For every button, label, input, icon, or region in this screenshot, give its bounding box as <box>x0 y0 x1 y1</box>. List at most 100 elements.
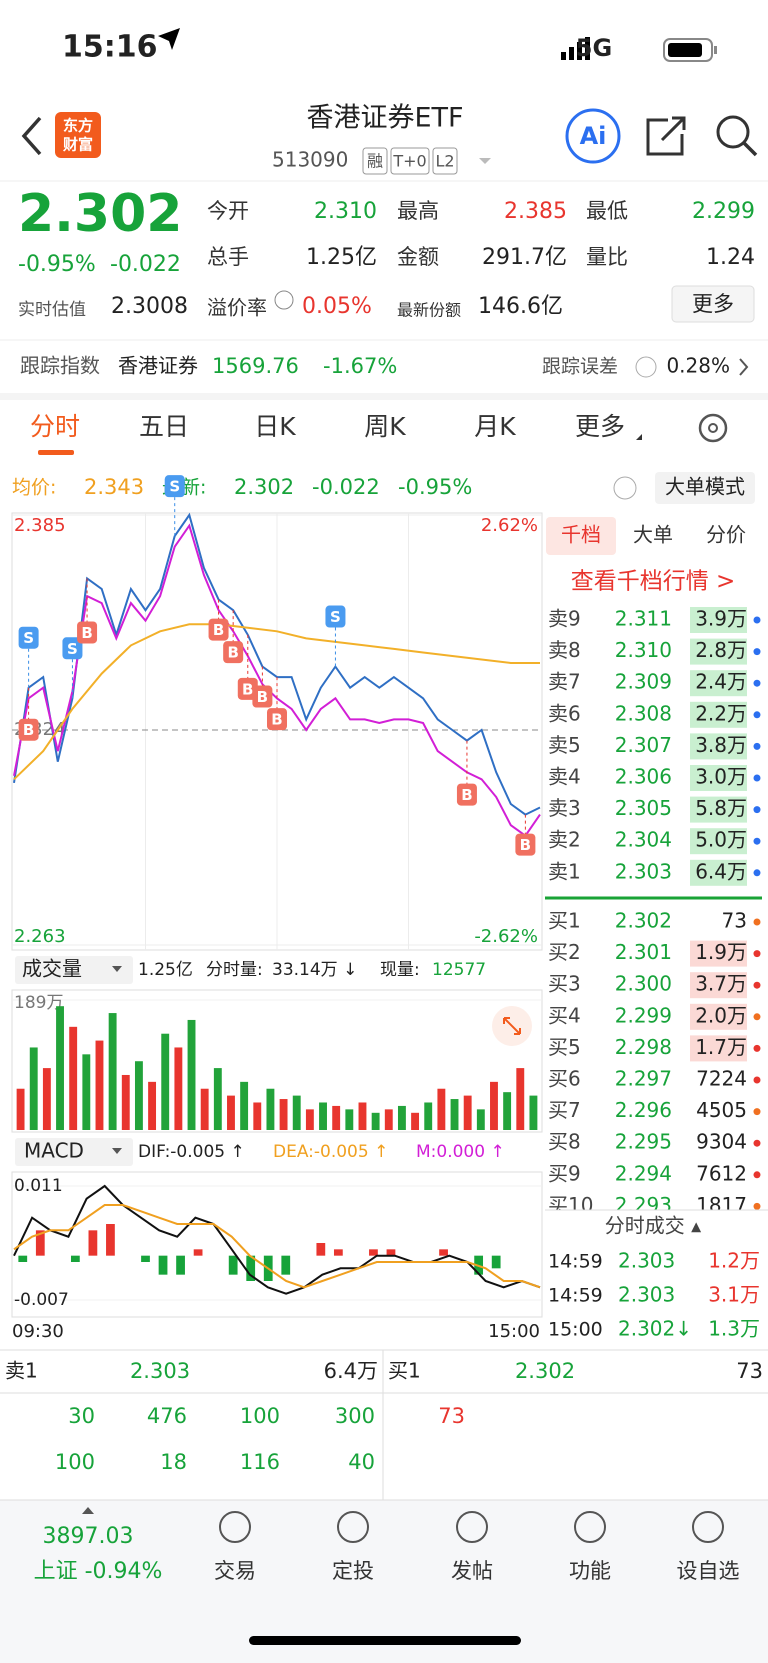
book-price: 2.295 <box>615 1130 672 1154</box>
field-label: 今开 <box>207 199 249 223</box>
tab[interactable]: 月K <box>474 412 516 441</box>
tab[interactable]: 周K <box>364 412 406 441</box>
time-label: 09:30 <box>12 1321 64 1342</box>
trade-volume: 1.3万 <box>708 1317 760 1341</box>
volume-selector[interactable] <box>15 956 133 984</box>
macd-m: M:0.000 ↑ <box>416 1142 505 1162</box>
side-tab[interactable]: 大单 <box>633 523 673 547</box>
status-icons <box>158 28 717 62</box>
book-label: 卖6 <box>548 701 581 725</box>
field-value: 2.310 <box>314 199 377 224</box>
book-dot <box>753 1108 761 1116</box>
volume-bar <box>476 1109 485 1130</box>
volume-bar <box>292 1095 301 1130</box>
book-dot <box>753 616 761 624</box>
more-button-label[interactable]: 更多 <box>692 292 734 316</box>
change: -0.022 <box>110 252 181 277</box>
tab[interactable]: 更多 <box>575 412 625 441</box>
macd-selector-label[interactable]: MACD <box>24 1139 84 1163</box>
more-button[interactable] <box>671 285 755 323</box>
tag: L2 <box>435 152 454 171</box>
tab-item[interactable]: 设自选 <box>677 1559 740 1583</box>
tab-item[interactable]: 功能 <box>569 1559 611 1583</box>
signal-label: B <box>461 786 472 804</box>
volume-bar <box>397 1105 406 1130</box>
volume-bar <box>95 1040 104 1130</box>
index-name[interactable]: 上证 -0.94% <box>34 1559 163 1584</box>
tag-box <box>362 147 388 175</box>
book-price: 2.300 <box>615 972 672 996</box>
signal-label: S <box>330 608 341 626</box>
field-label: 金额 <box>397 245 439 269</box>
side-tab[interactable]: 千档 <box>561 523 601 547</box>
book-volume-bg <box>690 1003 747 1030</box>
macd-bar <box>88 1230 98 1256</box>
settings-icon[interactable] <box>698 413 728 443</box>
signal-label: B <box>227 644 238 662</box>
tab[interactable]: 日K <box>254 412 296 441</box>
volume-bar <box>305 1109 314 1130</box>
tag: 融 <box>367 152 383 171</box>
book-price: 2.311 <box>615 607 672 631</box>
price-line <box>13 523 541 838</box>
macd-bar <box>386 1249 396 1256</box>
macd-bar <box>439 1249 448 1256</box>
signal-box <box>18 718 39 741</box>
volume-label: 现量: <box>380 960 420 980</box>
signal-box <box>515 833 536 856</box>
tag: T+0 <box>392 152 426 171</box>
tab-icon <box>456 1511 488 1543</box>
depth-link[interactable]: 查看千档行情 > <box>571 569 736 595</box>
macd-bar <box>35 1230 45 1256</box>
expand-arrows <box>503 1017 521 1035</box>
settings-icon-core <box>708 423 718 433</box>
macd-bar <box>18 1255 28 1262</box>
volume-bar <box>332 1105 341 1130</box>
volume-bar <box>187 1019 196 1130</box>
trades-cover <box>545 1210 768 1340</box>
side-tab[interactable]: 分价 <box>706 523 746 547</box>
order-size: 40 <box>348 1450 375 1474</box>
order-size: 100 <box>240 1404 280 1428</box>
book-volume: 2.0万 <box>695 1003 747 1027</box>
book-volume: 6.4万 <box>324 1359 378 1383</box>
book-volume: 3.8万 <box>695 733 747 757</box>
book-volume-bg <box>690 607 747 633</box>
chevron <box>739 358 749 376</box>
clock: 15:16 <box>62 30 158 65</box>
side-tab-active[interactable] <box>546 517 616 555</box>
book-label: 卖2 <box>548 828 581 852</box>
volume-bar <box>279 1099 288 1130</box>
tab-item[interactable]: 定投 <box>332 1559 374 1583</box>
volume-bar <box>319 1102 327 1130</box>
volume-bar <box>108 1013 117 1130</box>
field-label: 溢价率 <box>207 296 267 320</box>
book-label: 买7 <box>548 1098 581 1122</box>
ai-button[interactable]: Ai <box>580 122 607 150</box>
index-value[interactable]: 3897.03 <box>43 1524 134 1549</box>
tab-icon <box>574 1511 606 1543</box>
tab-item[interactable]: 发帖 <box>451 1559 493 1583</box>
book-volume-bg <box>690 765 747 791</box>
book-price: 2.302 <box>615 909 672 933</box>
mode-button-label[interactable]: 大单模式 <box>665 475 745 499</box>
volume-selector-label[interactable]: 成交量 <box>22 957 82 981</box>
trade-volume: 1.2万 <box>708 1249 760 1273</box>
book-volume-bg <box>690 733 747 760</box>
tab[interactable]: 分时 <box>30 412 80 441</box>
book-dot <box>753 679 761 687</box>
book-price: 2.298 <box>615 1035 672 1059</box>
book-price: 2.307 <box>615 733 672 757</box>
tab[interactable]: 五日 <box>139 412 189 441</box>
volume-bar <box>516 1068 525 1130</box>
book-label: 买4 <box>548 1003 581 1027</box>
book-price: 2.303 <box>130 1359 190 1383</box>
trade-price: 2.302↓ <box>618 1317 692 1341</box>
macd-selector[interactable] <box>15 1138 133 1166</box>
book-price: 2.296 <box>615 1098 672 1122</box>
logo-text: 财富 <box>63 136 93 154</box>
trade-time: 14:59 <box>548 1285 603 1307</box>
mode-button[interactable] <box>655 472 755 504</box>
tab-item[interactable]: 交易 <box>214 1559 256 1583</box>
book-dot <box>753 806 761 814</box>
